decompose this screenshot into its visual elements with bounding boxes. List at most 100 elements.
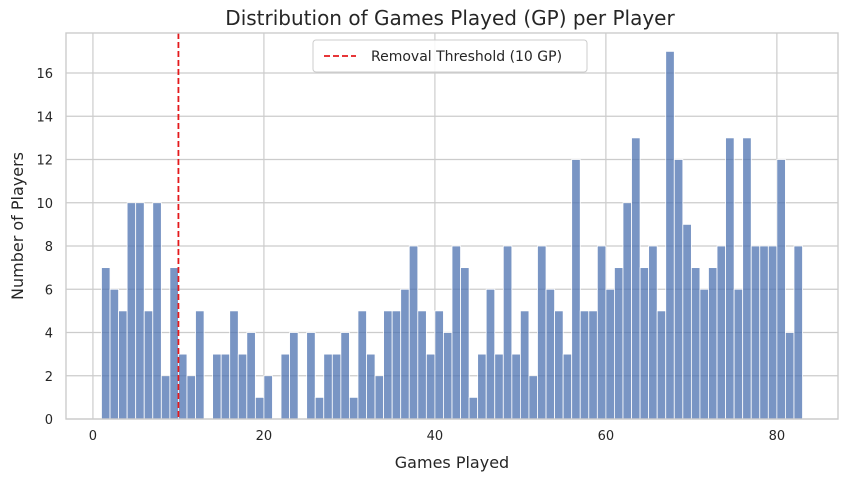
histogram-bar <box>656 310 667 420</box>
histogram-bar <box>220 353 231 420</box>
histogram-bar <box>160 375 171 420</box>
histogram-bar <box>554 310 564 420</box>
histogram-bar <box>212 353 222 420</box>
histogram-bar <box>477 353 487 420</box>
histogram-bar <box>468 396 479 420</box>
histogram-bar <box>742 137 752 420</box>
histogram-bar <box>622 202 632 420</box>
histogram-bar <box>579 310 590 420</box>
histogram-bar <box>673 159 684 420</box>
x-tick-label: 40 <box>427 429 444 444</box>
histogram-bar <box>443 332 453 420</box>
histogram-bar <box>733 288 744 420</box>
y-tick-label: 6 <box>45 283 53 298</box>
histogram-bar <box>374 375 385 420</box>
y-ticks: 0 2 4 6 8 10 12 14 16 <box>36 67 53 428</box>
y-tick-label: 8 <box>45 240 53 255</box>
histogram-bar <box>571 159 581 420</box>
legend-label: Removal Threshold (10 GP) <box>371 49 562 65</box>
legend-box <box>312 39 588 73</box>
histogram-bar <box>596 245 607 420</box>
histogram-bar <box>485 288 496 420</box>
histogram-bar <box>126 202 137 420</box>
x-tick-label: 20 <box>256 429 273 444</box>
histogram-bar <box>545 288 555 420</box>
histogram-bar <box>135 202 145 420</box>
histogram-bar <box>237 353 248 420</box>
histogram-bar <box>254 396 265 420</box>
histogram-bar <box>143 310 154 420</box>
y-tick-label: 2 <box>45 370 53 385</box>
histogram-bar <box>280 353 290 420</box>
y-tick-label: 4 <box>45 327 53 342</box>
y-tick-label: 14 <box>36 110 53 125</box>
histogram-bar <box>519 310 530 420</box>
histogram-bar <box>391 310 402 420</box>
histogram-bar <box>101 267 111 420</box>
histogram-bar <box>639 267 650 420</box>
histogram-bar <box>776 159 786 420</box>
y-tick-label: 12 <box>36 154 53 169</box>
histogram-bar <box>690 267 701 420</box>
chart-title: Distribution of Games Played (GP) per Pl… <box>225 6 675 30</box>
histogram-bar <box>340 332 350 420</box>
histogram-bar <box>118 310 128 420</box>
histogram-bar <box>331 353 342 420</box>
histogram-bar <box>562 353 573 420</box>
histogram-bar <box>699 288 709 420</box>
histogram-bar <box>725 137 735 420</box>
histogram-bar <box>537 245 547 420</box>
histogram-bar <box>494 353 504 420</box>
histogram-bar <box>767 245 778 420</box>
histogram-bar <box>605 288 615 420</box>
histogram-bar <box>246 332 256 420</box>
histogram-bar <box>502 245 513 420</box>
y-tick-label: 10 <box>36 197 53 212</box>
histogram-bar <box>785 332 795 420</box>
histogram-bar <box>109 288 119 420</box>
histogram-bar <box>306 332 316 420</box>
histogram-bar <box>708 267 718 420</box>
histogram-bar <box>460 267 470 420</box>
bars <box>101 50 803 420</box>
histogram-bar <box>314 396 325 420</box>
histogram-bar <box>528 375 538 420</box>
y-tick-label: 0 <box>45 413 53 428</box>
histogram-bar <box>425 353 436 420</box>
histogram-bar <box>178 353 188 420</box>
histogram-bar <box>417 310 427 420</box>
histogram-bar <box>631 137 641 420</box>
histogram-bar <box>408 245 419 420</box>
x-ticks: 0 20 40 60 80 <box>89 429 785 444</box>
histogram-bar <box>588 310 598 420</box>
histogram-bar <box>323 353 333 420</box>
histogram-bar <box>682 223 692 420</box>
histogram-bar <box>716 245 726 420</box>
y-tick-label: 16 <box>36 67 53 82</box>
histogram-bar <box>349 396 359 420</box>
histogram-bar <box>383 310 393 420</box>
histogram-bar <box>648 245 658 420</box>
y-axis-label: Number of Players <box>8 152 27 300</box>
plot-frame <box>65 32 839 420</box>
histogram-bar <box>614 267 624 420</box>
x-tick-label: 80 <box>769 429 786 444</box>
histogram-bar <box>357 310 367 420</box>
histogram-bar <box>793 245 803 420</box>
x-axis-label: Games Played <box>395 453 509 472</box>
histogram-bar <box>451 245 461 420</box>
histogram-bar <box>665 50 675 420</box>
legend: Removal Threshold (10 GP) <box>312 39 588 73</box>
histogram-bar <box>750 245 761 420</box>
histogram-bar <box>152 202 162 420</box>
histogram-bar <box>186 375 196 420</box>
histogram-bar <box>289 332 299 420</box>
histogram-bar <box>511 353 521 420</box>
histogram-bar <box>229 310 239 420</box>
histogram-bar <box>366 353 376 420</box>
histogram-bar <box>169 267 179 420</box>
histogram-bar <box>195 310 205 420</box>
histogram-bar <box>400 288 410 420</box>
histogram-bar <box>759 245 769 420</box>
